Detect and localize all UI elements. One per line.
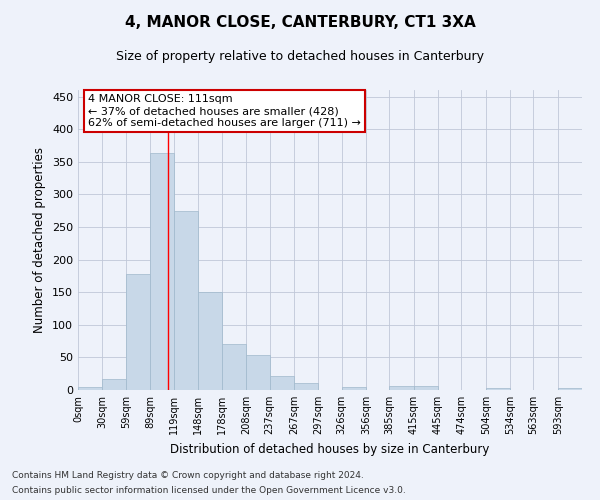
Text: 4 MANOR CLOSE: 111sqm
← 37% of detached houses are smaller (428)
62% of semi-det: 4 MANOR CLOSE: 111sqm ← 37% of detached … <box>88 94 361 128</box>
Text: Size of property relative to detached houses in Canterbury: Size of property relative to detached ho… <box>116 50 484 63</box>
Bar <box>270 376 294 390</box>
Bar <box>294 384 318 390</box>
Bar <box>198 292 222 390</box>
Bar <box>486 388 510 390</box>
Text: Contains HM Land Registry data © Crown copyright and database right 2024.: Contains HM Land Registry data © Crown c… <box>12 471 364 480</box>
Bar <box>222 344 246 390</box>
Bar <box>389 386 414 390</box>
Bar <box>126 274 150 390</box>
Bar <box>78 388 102 390</box>
Text: Contains public sector information licensed under the Open Government Licence v3: Contains public sector information licen… <box>12 486 406 495</box>
Bar <box>246 355 270 390</box>
Bar <box>150 152 174 390</box>
Bar <box>414 386 438 390</box>
Bar <box>558 388 582 390</box>
Y-axis label: Number of detached properties: Number of detached properties <box>34 147 46 333</box>
X-axis label: Distribution of detached houses by size in Canterbury: Distribution of detached houses by size … <box>170 442 490 456</box>
Bar <box>102 379 126 390</box>
Text: 4, MANOR CLOSE, CANTERBURY, CT1 3XA: 4, MANOR CLOSE, CANTERBURY, CT1 3XA <box>125 15 475 30</box>
Bar <box>342 386 366 390</box>
Bar <box>174 212 198 390</box>
